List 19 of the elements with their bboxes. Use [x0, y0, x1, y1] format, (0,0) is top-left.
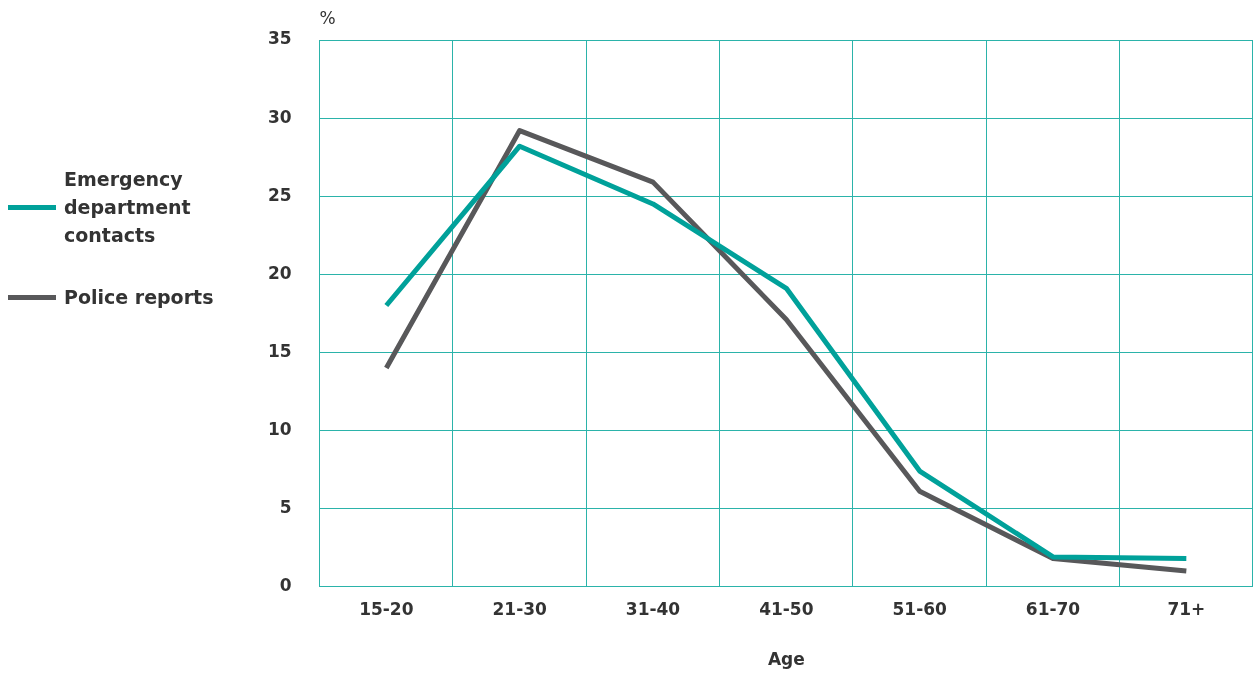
x-tick-label: 51-60 [892, 599, 948, 620]
x-tick-label: 21-30 [492, 599, 548, 620]
x-tick-label: 31-40 [625, 599, 681, 620]
x-tick-label: 61-70 [1025, 599, 1081, 620]
x-axis-title: Age [767, 649, 805, 669]
x-tick-label: 15-20 [359, 599, 414, 620]
legend-label: Emergency department contacts [64, 167, 192, 248]
y-tick-label: 15 [267, 340, 292, 361]
y-tick-label: 25 [267, 184, 292, 205]
legend-label: Police reports [64, 285, 214, 310]
y-tick-label: 10 [267, 418, 292, 439]
x-tick-label: 41-50 [759, 599, 814, 620]
x-tick-label: 71+ [1167, 599, 1206, 620]
y-tick-label: 30 [267, 106, 292, 127]
y-tick-label: 0 [279, 575, 292, 596]
y-tick-label: 5 [279, 496, 292, 517]
y-axis-title: % [319, 8, 336, 28]
y-tick-label: 35 [267, 28, 292, 49]
y-tick-label: 20 [267, 262, 292, 283]
